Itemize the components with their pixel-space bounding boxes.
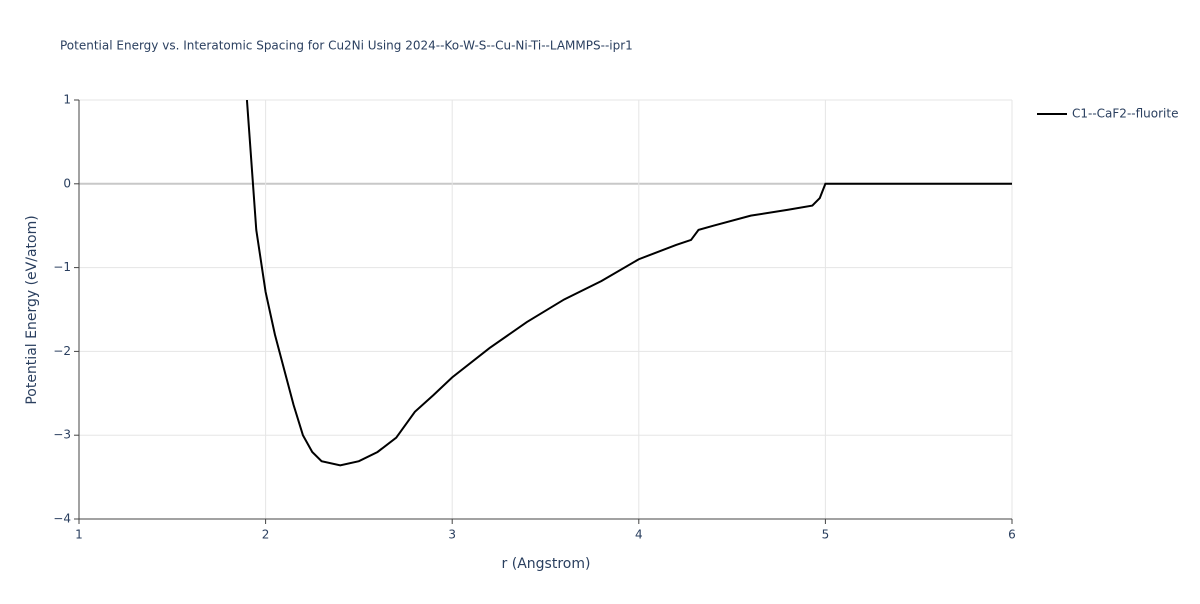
y-tick-label: 1 — [63, 93, 71, 107]
y-tick-label: −2 — [53, 344, 71, 358]
legend-label: C1--CaF2--fluorite — [1072, 107, 1178, 121]
x-tick-label: 3 — [448, 528, 456, 542]
x-tick-label: 4 — [635, 528, 643, 542]
x-axis-label: r (Angstrom) — [502, 556, 591, 572]
y-tick-label: 0 — [63, 176, 71, 190]
chart-title: Potential Energy vs. Interatomic Spacing… — [60, 39, 633, 53]
y-tick-label: −4 — [53, 512, 71, 526]
x-tick-label: 2 — [262, 528, 270, 542]
x-tick-label: 1 — [75, 528, 83, 542]
x-tick-label: 6 — [1008, 528, 1016, 542]
line-series — [245, 100, 1012, 467]
y-tick-label: −3 — [53, 428, 71, 442]
y-tick-label: −1 — [53, 260, 71, 274]
y-axis-label: Potential Energy (eV/atom) — [24, 215, 40, 404]
x-tick-label: 5 — [822, 528, 830, 542]
